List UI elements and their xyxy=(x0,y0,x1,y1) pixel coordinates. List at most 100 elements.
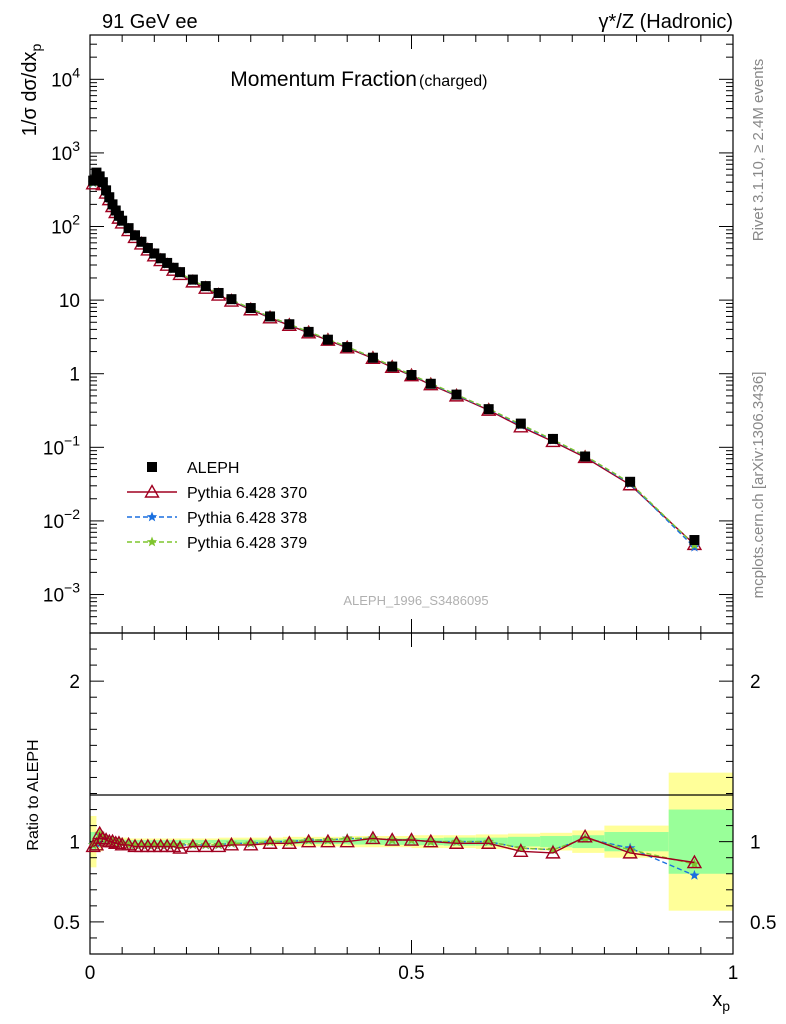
data-point xyxy=(624,844,636,855)
data-point xyxy=(384,832,400,846)
data-point xyxy=(136,236,147,247)
data-point xyxy=(284,836,295,847)
y-tick-label: 102 xyxy=(51,212,80,239)
data-point xyxy=(284,319,295,330)
data-point xyxy=(367,352,378,363)
plot-title: Momentum Fraction xyxy=(230,68,417,91)
data-point xyxy=(625,476,636,487)
data-point xyxy=(451,389,462,400)
data-point xyxy=(187,839,199,850)
data-point xyxy=(129,839,141,850)
x-tick-label: 1 xyxy=(728,963,739,984)
legend-label: ALEPH xyxy=(187,460,239,477)
series-line xyxy=(92,173,695,546)
data-point xyxy=(322,834,334,845)
band-stat xyxy=(282,839,316,845)
ratio-y-tick-label: 0.5 xyxy=(54,913,80,934)
data-point xyxy=(689,858,700,869)
plot-title-suffix: (charged) xyxy=(419,73,487,90)
x-tick-label: 0.5 xyxy=(398,963,424,984)
top-y-axis-label-text: 1/σ dσ/dxp xyxy=(19,44,44,137)
x-tick-label: 0 xyxy=(85,963,96,984)
data-point xyxy=(210,838,227,853)
data-point xyxy=(451,836,462,847)
top-y-tick-labels: 10−3 10−2 10−1 1 10 102 103 104 xyxy=(43,64,80,606)
data-point xyxy=(97,177,108,188)
data-point xyxy=(168,839,179,850)
series-line xyxy=(92,175,695,545)
data-point xyxy=(88,175,99,186)
data-point xyxy=(110,205,121,216)
series-pythia-6-428-370 xyxy=(85,168,703,551)
band-stat xyxy=(347,838,380,845)
ratio-y-tick-label: 1 xyxy=(69,833,80,854)
data-point xyxy=(423,833,439,848)
data-point xyxy=(513,843,529,857)
data-point xyxy=(104,833,121,848)
series-pythia-6-428-379 xyxy=(88,169,700,550)
data-point xyxy=(547,844,559,855)
data-point xyxy=(97,831,109,842)
data-point xyxy=(262,835,278,849)
series-aleph xyxy=(88,167,700,546)
data-point xyxy=(545,844,561,859)
ratio-tick-labels: 0.5 0.5 1 1 2 2 0 0.5 1 xyxy=(54,672,777,984)
data-point xyxy=(264,836,276,847)
legend-marker xyxy=(146,511,158,522)
data-point xyxy=(480,835,497,849)
top-panel-ticks xyxy=(89,34,734,954)
data-point xyxy=(187,274,198,285)
data-point xyxy=(101,185,112,196)
data-point xyxy=(136,839,147,850)
data-point xyxy=(91,836,102,847)
data-point xyxy=(403,832,420,846)
data-point xyxy=(425,378,436,389)
data-point xyxy=(223,836,240,851)
top-series-group xyxy=(85,167,703,552)
legend-label: Pythia 6.428 379 xyxy=(187,535,307,552)
data-point xyxy=(303,326,314,337)
data-point xyxy=(95,830,111,845)
data-point xyxy=(130,230,141,241)
data-point xyxy=(245,837,256,848)
series-pythia-6-428-370 xyxy=(85,825,703,869)
mcplots-credit: mcplots.cern.ch [arXiv:1306.3436] xyxy=(750,372,767,599)
data-point xyxy=(98,832,114,846)
ratio-y-axis-label: Ratio to ALEPH xyxy=(25,739,42,850)
analysis-watermark: ALEPH_1996_S3486095 xyxy=(343,593,488,608)
data-point xyxy=(342,832,353,843)
data-point xyxy=(174,839,186,850)
data-point xyxy=(281,835,298,849)
data-point xyxy=(448,835,465,849)
data-point xyxy=(515,418,526,429)
data-point xyxy=(185,838,201,853)
data-point xyxy=(483,404,494,415)
data-point xyxy=(322,334,333,345)
legend-label: Pythia 6.428 378 xyxy=(187,510,307,527)
data-point xyxy=(622,844,638,859)
data-point xyxy=(165,838,182,853)
data-point xyxy=(365,830,381,845)
legend-marker xyxy=(147,462,157,472)
data-point xyxy=(172,840,188,854)
data-point xyxy=(303,834,314,845)
data-point xyxy=(94,171,105,182)
data-point xyxy=(547,433,558,444)
band-stat xyxy=(154,840,187,844)
ratio-series-group xyxy=(85,825,703,880)
data-point xyxy=(142,243,153,254)
y-tick-label: 104 xyxy=(51,64,80,91)
data-point xyxy=(149,839,160,850)
band-stat xyxy=(186,840,219,844)
data-point xyxy=(243,836,259,851)
band-stat xyxy=(507,836,541,847)
ratio-y-tick-label-right: 1 xyxy=(750,833,761,854)
data-point xyxy=(162,257,173,268)
legend: ALEPH Pythia 6.428 370 Pythia 6.428 378 Pyt… xyxy=(127,460,307,552)
header-left: 91 GeV ee xyxy=(102,11,198,33)
band-stat xyxy=(540,836,573,848)
data-point xyxy=(104,192,115,203)
data-point xyxy=(142,839,154,850)
y-tick-label: 103 xyxy=(51,138,80,165)
